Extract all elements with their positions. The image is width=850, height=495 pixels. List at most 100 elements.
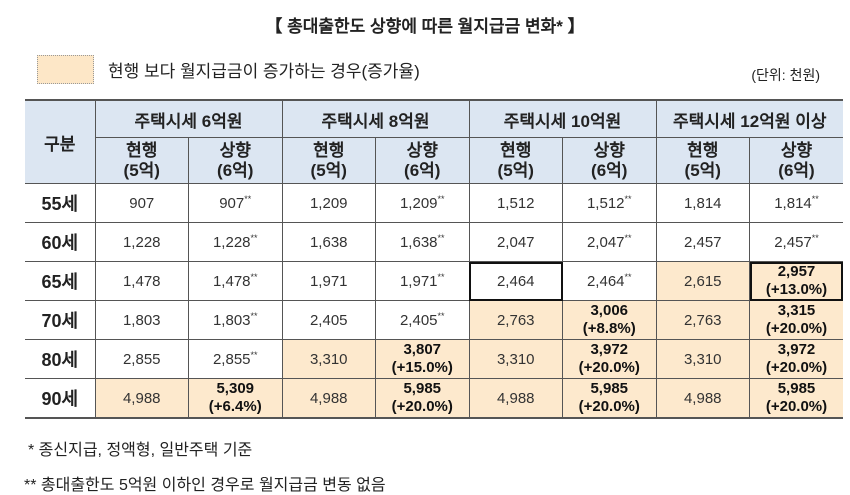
value-cell: 3,310 [655, 339, 750, 379]
cell-value: 2,464 [496, 272, 535, 290]
footnote-mark: ** [244, 194, 252, 204]
increase-rate: (+20.0%) [578, 398, 640, 415]
cell-value: 2,615 [683, 272, 722, 290]
cell-value: 1,803 [122, 311, 161, 329]
cell-value: 2,405 [399, 312, 438, 329]
increase-rate: (+8.8%) [582, 320, 636, 337]
value-cell: 907 [94, 183, 189, 223]
value-cell: 1,638** [375, 222, 470, 262]
cell-value: 907 [219, 195, 245, 212]
cell-value: 5,985 [590, 380, 629, 397]
value-cell: 1,803** [188, 300, 283, 340]
value-cell: 1,814** [749, 183, 843, 223]
cell-value: 2,855 [212, 351, 251, 368]
table-row: 60세 1,228 1,228** 1,638 1,638** 2,047 2,047** 2… [25, 222, 843, 262]
cell-value: 3,972 [777, 341, 816, 358]
value-cell: 1,209** [375, 183, 470, 223]
cell-value: 4,988 [122, 389, 161, 407]
footnote-mark: ** [624, 272, 632, 282]
age-label: 70세 [25, 300, 96, 340]
cell-value: 2,457 [774, 234, 812, 251]
value-cell: 2,457** [749, 222, 843, 262]
payment-table: 구분 주택시세 6억원 주택시세 8억원 주택시세 10억원 주택시세 12억원… [25, 99, 843, 419]
cell-value: 1,228 [212, 234, 251, 251]
cell-value: 3,310 [496, 350, 535, 368]
cell-value: 1,814 [683, 194, 722, 212]
header-sub-label: 현행 [500, 140, 532, 160]
cell-value: 4,988 [683, 389, 722, 407]
footnote-mark: ** [437, 311, 445, 321]
value-cell: 2,464** [562, 261, 657, 301]
value-cell: 4,988 [468, 378, 563, 419]
table-row: 80세 2,855 2,855** 3,310 3,807 (+15.0%) 3,310 3,… [25, 339, 843, 379]
cell-value: 3,807 [403, 341, 442, 358]
cell-value: 1,638 [309, 233, 348, 251]
header-sub-cap: (6억) [404, 160, 441, 180]
value-cell: 1,228** [188, 222, 283, 262]
footnote-mark: ** [437, 272, 445, 282]
value-cell: 3,310 [281, 339, 376, 379]
value-cell: 2,615 [655, 261, 750, 301]
footnote-mark: ** [811, 233, 819, 243]
value-cell: 2,855** [188, 339, 283, 379]
header-sub: 현행 (5억) [655, 137, 750, 184]
increase-rate: (+20.0%) [765, 320, 828, 337]
cell-value: 3,006 [590, 302, 629, 319]
increase-rate: (+15.0%) [391, 359, 453, 376]
header-sub-label: 상향 [219, 140, 251, 160]
header-sub: 상향 (6억) [749, 137, 843, 184]
header-sub-cap: (6억) [217, 160, 254, 180]
cell-value: 2,855 [122, 350, 161, 368]
table-row: 65세 1,478 1,478** 1,971 1,971** 2,464 2,464** 2… [25, 261, 843, 301]
cell-value: 3,310 [309, 350, 348, 368]
cell-value: 4,988 [496, 389, 535, 407]
footnote-mark: ** [250, 233, 258, 243]
value-cell: 3,310 [468, 339, 563, 379]
footnote-mark: ** [250, 272, 258, 282]
header-sub-label: 상향 [406, 140, 438, 160]
footnote-mark: ** [624, 233, 632, 243]
cell-value: 1,512 [586, 195, 625, 212]
footnote-mark: ** [811, 194, 819, 204]
value-cell: 3,972 (+20.0%) [749, 339, 843, 379]
value-cell: 1,971 [281, 261, 376, 301]
cell-value: 2,047 [496, 233, 535, 251]
table-row: 55세 907 907** 1,209 1,209** 1,512 1,512** 1,814… [25, 183, 843, 223]
increase-rate: (+20.0%) [765, 398, 828, 415]
header-sub-cap: (5억) [123, 160, 160, 180]
cell-value: 1,638 [399, 234, 438, 251]
footnote-1: * 종신지급, 정액형, 일반주택 기준 [28, 442, 253, 459]
value-cell: 1,638 [281, 222, 376, 262]
header-sub-cap: (5억) [684, 160, 721, 180]
age-label: 60세 [25, 222, 96, 262]
cell-value: 2,047 [586, 234, 625, 251]
cell-value: 1,209 [309, 194, 348, 212]
cell-value: 2,763 [496, 311, 535, 329]
footnote-2: ** 총대출한도 5억원 이하인 경우로 월지급금 변동 없음 [24, 477, 386, 494]
table-title: 【 총대출한도 상향에 따른 월지급금 변화* 】 [265, 17, 585, 36]
header-corner: 구분 [25, 99, 96, 184]
table-row: 70세 1,803 1,803** 2,405 2,405** 2,763 3,006 (+8… [25, 300, 843, 340]
increase-rate: (+13.0%) [765, 281, 828, 298]
value-cell: 2,763 [468, 300, 563, 340]
value-cell: 5,985 (+20.0%) [749, 378, 843, 419]
value-cell: 4,988 [281, 378, 376, 419]
header-group: 주택시세 10억원 [468, 99, 657, 138]
cell-value: 5,985 [403, 380, 442, 397]
cell-value: 1,971 [399, 273, 438, 290]
cell-value: 3,315 [777, 302, 816, 319]
value-cell: 1,512** [562, 183, 657, 223]
cell-value: 907 [129, 194, 155, 212]
header-sub: 상향 (6억) [375, 137, 470, 184]
header-sub: 현행 (5억) [281, 137, 376, 184]
header-sub-label: 현행 [687, 140, 719, 160]
value-cell: 1,971** [375, 261, 470, 301]
cell-value: 1,228 [122, 233, 161, 251]
value-cell: 2,957 (+13.0%) [749, 261, 843, 301]
value-cell: 1,512 [468, 183, 563, 223]
value-cell: 3,315 (+20.0%) [749, 300, 843, 340]
footnote-mark: ** [624, 194, 632, 204]
value-cell: 1,228 [94, 222, 189, 262]
cell-value: 1,971 [309, 272, 348, 290]
cell-value: 2,464 [586, 273, 625, 290]
